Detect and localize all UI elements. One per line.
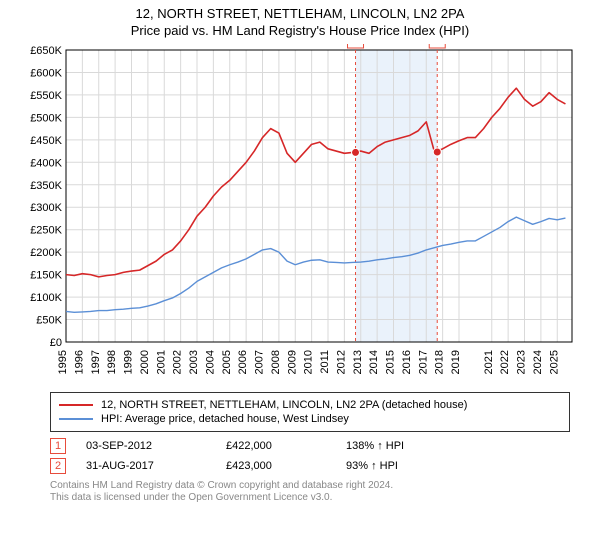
svg-text:£100K: £100K xyxy=(30,292,62,304)
chart-title-line1: 12, NORTH STREET, NETTLEHAM, LINCOLN, LN… xyxy=(10,6,590,21)
svg-text:2017: 2017 xyxy=(417,350,429,374)
footnote-line1: Contains HM Land Registry data © Crown c… xyxy=(50,480,570,491)
svg-text:2010: 2010 xyxy=(303,350,315,374)
svg-text:2019: 2019 xyxy=(450,350,462,374)
svg-text:2022: 2022 xyxy=(499,350,511,374)
svg-text:2001: 2001 xyxy=(155,350,167,374)
svg-text:2011: 2011 xyxy=(319,350,331,374)
svg-text:1995: 1995 xyxy=(57,350,69,374)
event-row: 1 03-SEP-2012£422,000138% ↑ HPI xyxy=(50,438,570,454)
event-delta: 138% ↑ HPI xyxy=(346,440,466,452)
svg-text:1: 1 xyxy=(352,44,358,47)
svg-text:2009: 2009 xyxy=(286,350,298,374)
svg-text:2: 2 xyxy=(434,44,440,47)
svg-text:£150K: £150K xyxy=(30,270,62,282)
svg-text:£400K: £400K xyxy=(30,157,62,169)
svg-text:1999: 1999 xyxy=(123,350,135,374)
svg-text:2008: 2008 xyxy=(270,350,282,374)
legend-label: HPI: Average price, detached house, West… xyxy=(101,413,349,425)
svg-text:2012: 2012 xyxy=(335,350,347,374)
svg-text:2005: 2005 xyxy=(221,350,233,374)
svg-text:2015: 2015 xyxy=(385,350,397,374)
chart-title-line2: Price paid vs. HM Land Registry's House … xyxy=(10,23,590,38)
svg-text:2018: 2018 xyxy=(434,350,446,374)
svg-text:1998: 1998 xyxy=(106,350,118,374)
svg-text:£250K: £250K xyxy=(30,225,62,237)
svg-text:2004: 2004 xyxy=(204,350,216,374)
svg-text:2007: 2007 xyxy=(254,350,266,374)
legend-row: 12, NORTH STREET, NETTLEHAM, LINCOLN, LN… xyxy=(59,399,561,411)
event-row: 2 31-AUG-2017£423,00093% ↑ HPI xyxy=(50,458,570,474)
svg-text:2014: 2014 xyxy=(368,350,380,374)
footnote-line2: This data is licensed under the Open Gov… xyxy=(50,492,570,503)
svg-text:£200K: £200K xyxy=(30,247,62,259)
svg-text:2000: 2000 xyxy=(139,350,151,374)
svg-text:2002: 2002 xyxy=(172,350,184,374)
legend-row: HPI: Average price, detached house, West… xyxy=(59,413,561,425)
legend-label: 12, NORTH STREET, NETTLEHAM, LINCOLN, LN… xyxy=(101,399,467,411)
event-price: £422,000 xyxy=(226,440,346,452)
event-badge: 2 xyxy=(50,458,66,474)
svg-text:2006: 2006 xyxy=(237,350,249,374)
chart: £0 £50K £100K £150K £200K £250K £300K £350K £400… xyxy=(20,44,580,384)
svg-text:£500K: £500K xyxy=(30,112,62,124)
footnote: Contains HM Land Registry data © Crown c… xyxy=(50,480,570,503)
svg-text:£300K: £300K xyxy=(30,202,62,214)
svg-text:£600K: £600K xyxy=(30,67,62,79)
event-date: 03-SEP-2012 xyxy=(86,440,226,452)
svg-text:2003: 2003 xyxy=(188,350,200,374)
svg-text:1996: 1996 xyxy=(73,350,85,374)
svg-text:£450K: £450K xyxy=(30,135,62,147)
event-delta: 93% ↑ HPI xyxy=(346,460,466,472)
legend-swatch xyxy=(59,404,93,406)
svg-text:£650K: £650K xyxy=(30,45,62,57)
svg-text:£50K: £50K xyxy=(36,315,62,327)
event-badge: 1 xyxy=(50,438,66,454)
svg-text:2025: 2025 xyxy=(548,350,560,374)
svg-text:2023: 2023 xyxy=(516,350,528,374)
svg-text:2013: 2013 xyxy=(352,350,364,374)
svg-text:£550K: £550K xyxy=(30,90,62,102)
legend: 12, NORTH STREET, NETTLEHAM, LINCOLN, LN… xyxy=(50,392,570,432)
event-table: 1 03-SEP-2012£422,000138% ↑ HPI 2 31-AUG-20… xyxy=(50,438,570,474)
svg-text:2024: 2024 xyxy=(532,350,544,374)
svg-text:1997: 1997 xyxy=(90,350,102,374)
legend-swatch xyxy=(59,418,93,420)
event-price: £423,000 xyxy=(226,460,346,472)
svg-text:£0: £0 xyxy=(50,337,62,349)
chart-svg: £0 £50K £100K £150K £200K £250K £300K £350K £400… xyxy=(20,44,580,384)
event-date: 31-AUG-2017 xyxy=(86,460,226,472)
svg-text:£350K: £350K xyxy=(30,180,62,192)
svg-text:2021: 2021 xyxy=(483,350,495,374)
svg-text:2016: 2016 xyxy=(401,350,413,374)
